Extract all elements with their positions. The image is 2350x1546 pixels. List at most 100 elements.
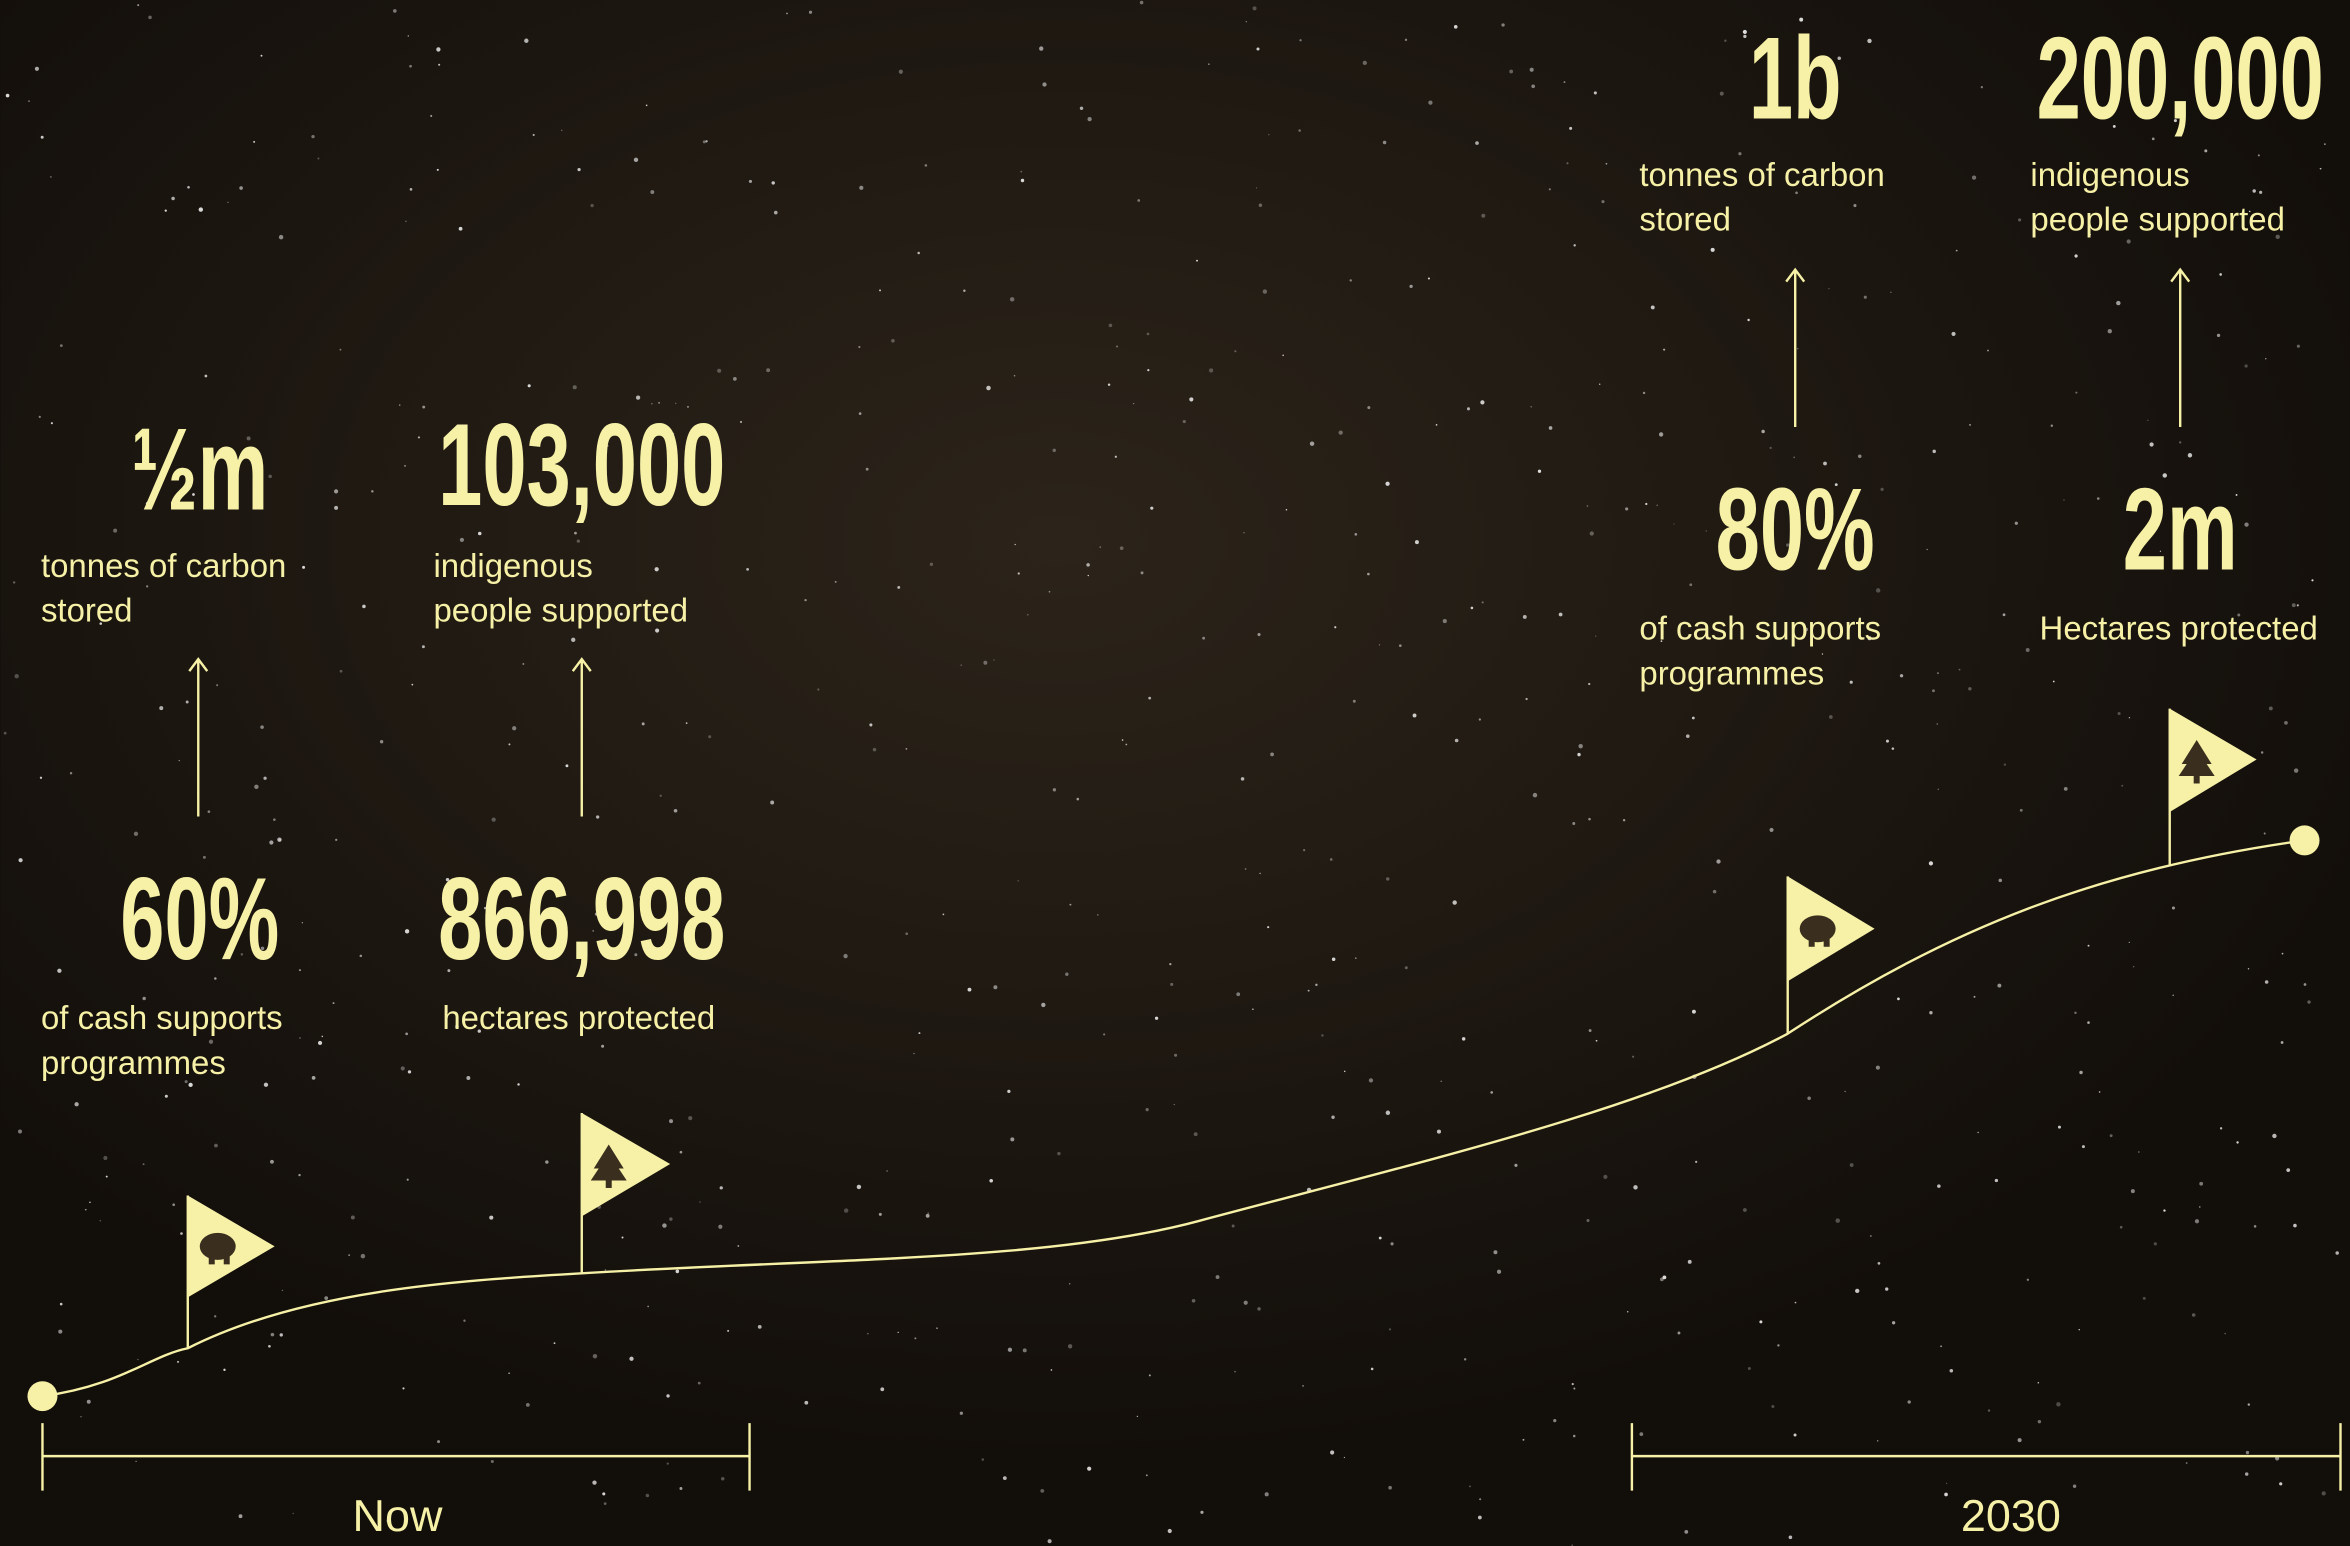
star xyxy=(2121,785,2123,787)
star xyxy=(1769,828,1773,832)
star xyxy=(2053,681,2055,683)
star xyxy=(1007,1090,1010,1093)
goal-caption: people supported xyxy=(2030,201,2285,238)
star xyxy=(1137,199,1140,202)
star xyxy=(554,1342,556,1344)
star xyxy=(1659,432,1663,436)
star xyxy=(271,1333,275,1337)
star xyxy=(1256,187,1257,188)
star xyxy=(604,1502,607,1505)
star xyxy=(925,164,928,167)
star xyxy=(1946,1483,1947,1484)
star xyxy=(1027,614,1028,615)
star xyxy=(1523,615,1527,619)
star xyxy=(1867,39,1871,43)
star xyxy=(905,932,908,935)
goal-caption: stored xyxy=(41,592,133,629)
star xyxy=(2020,809,2023,812)
star xyxy=(1501,23,1504,26)
star xyxy=(1308,990,1310,992)
star xyxy=(171,197,174,200)
star xyxy=(886,1170,887,1171)
star xyxy=(2108,329,2112,333)
star xyxy=(646,104,648,106)
star xyxy=(1147,333,1150,336)
star xyxy=(1299,39,1301,41)
star xyxy=(960,1412,963,1415)
star xyxy=(1892,747,1895,750)
star xyxy=(1632,1056,1634,1058)
star xyxy=(867,1333,868,1334)
star xyxy=(1453,900,1457,904)
star xyxy=(260,725,264,729)
infographic: ½m tonnes of carbon stored 60% of cash s… xyxy=(0,0,2350,1546)
star xyxy=(1202,637,1205,640)
star xyxy=(459,227,463,231)
star xyxy=(1241,777,1245,781)
star xyxy=(1692,717,1695,720)
star xyxy=(1234,1371,1236,1373)
star xyxy=(1530,406,1532,408)
star xyxy=(981,1458,984,1461)
star xyxy=(57,969,61,973)
star xyxy=(1677,1332,1680,1335)
star xyxy=(1331,1116,1334,1119)
star xyxy=(1777,1344,1779,1346)
star xyxy=(646,1494,650,1498)
star xyxy=(87,1400,91,1404)
star xyxy=(408,35,409,36)
star xyxy=(1937,672,1939,674)
star xyxy=(2075,392,2077,394)
star xyxy=(214,1144,218,1148)
star xyxy=(2311,579,2313,581)
star xyxy=(508,743,510,745)
star xyxy=(1695,1161,1697,1163)
star xyxy=(146,585,148,587)
star xyxy=(1569,127,1572,130)
star xyxy=(2322,1491,2326,1495)
star xyxy=(1950,1369,1954,1373)
star xyxy=(662,1223,666,1227)
star xyxy=(60,1303,63,1306)
star xyxy=(1053,788,1056,791)
star xyxy=(2120,1226,2123,1229)
star xyxy=(1014,375,1016,377)
star xyxy=(399,404,400,405)
star xyxy=(843,954,847,958)
star xyxy=(165,1095,168,1098)
star xyxy=(688,1116,692,1120)
star xyxy=(1003,1476,1007,1480)
star xyxy=(2118,712,2121,715)
star xyxy=(2217,334,2220,337)
star xyxy=(669,1119,673,1123)
star xyxy=(1399,644,1402,647)
star xyxy=(405,220,407,222)
star xyxy=(186,701,189,704)
caption: hectares protected xyxy=(442,999,715,1036)
star xyxy=(51,422,53,424)
star xyxy=(437,169,439,171)
star xyxy=(718,1225,722,1229)
star xyxy=(2199,1206,2200,1207)
star xyxy=(1049,591,1051,593)
star xyxy=(866,468,869,471)
star xyxy=(2116,301,2120,305)
star xyxy=(650,190,654,194)
star xyxy=(1929,861,1933,865)
star xyxy=(703,140,706,143)
star xyxy=(1853,204,1856,207)
star xyxy=(35,67,39,71)
star xyxy=(1972,176,1976,180)
star xyxy=(361,1254,365,1258)
star xyxy=(1087,1467,1091,1471)
star xyxy=(208,810,211,813)
star xyxy=(1720,92,1724,96)
star xyxy=(2192,1313,2196,1317)
star xyxy=(1940,1345,1942,1347)
star xyxy=(362,605,366,609)
start-dot xyxy=(27,1381,57,1411)
star xyxy=(601,1045,604,1048)
star xyxy=(897,586,900,589)
star xyxy=(1315,984,1317,986)
star xyxy=(1572,1383,1574,1385)
